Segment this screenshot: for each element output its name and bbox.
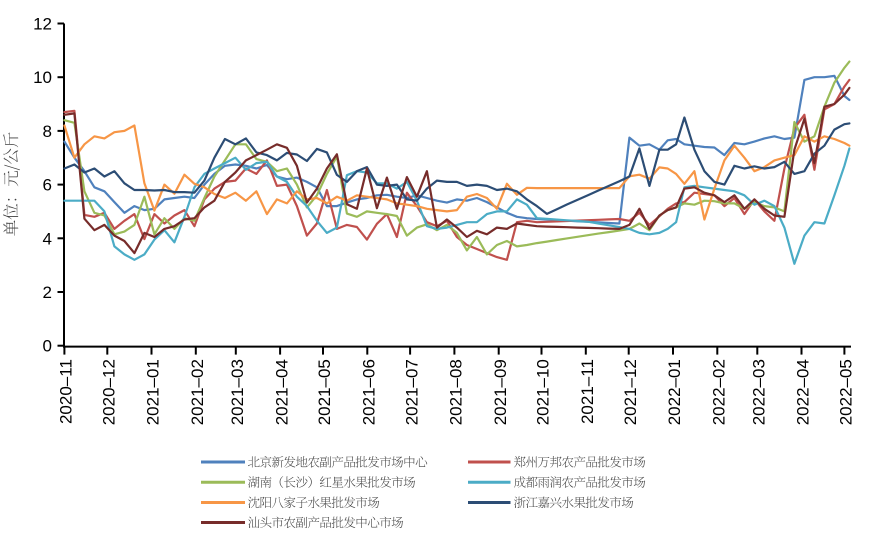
svg-text:2022–02: 2022–02 — [710, 359, 729, 425]
svg-text:12: 12 — [33, 15, 52, 34]
svg-text:4: 4 — [43, 229, 52, 248]
svg-text:10: 10 — [33, 68, 52, 87]
svg-text:2022–05: 2022–05 — [837, 359, 856, 425]
svg-text:2020–11: 2020–11 — [57, 359, 76, 424]
svg-text:2021–04: 2021–04 — [272, 359, 291, 425]
svg-text:2021–09: 2021–09 — [491, 359, 510, 425]
svg-text:2021–07: 2021–07 — [402, 359, 421, 425]
svg-text:2021–11: 2021–11 — [578, 359, 597, 424]
svg-text:2021–10: 2021–10 — [534, 359, 553, 425]
svg-text:2021–12: 2021–12 — [621, 359, 640, 425]
svg-text:2021–03: 2021–03 — [228, 359, 247, 425]
svg-text:2021–08: 2021–08 — [447, 359, 466, 425]
svg-text:8: 8 — [43, 122, 52, 141]
svg-text:2: 2 — [43, 283, 52, 302]
svg-text:2020–12: 2020–12 — [100, 359, 119, 425]
svg-text:6: 6 — [43, 176, 52, 195]
svg-text:2022–01: 2022–01 — [665, 359, 684, 425]
svg-text:0: 0 — [43, 337, 52, 356]
svg-text:2021–01: 2021–01 — [144, 359, 163, 425]
svg-text:2021–05: 2021–05 — [315, 359, 334, 425]
svg-text:2021–02: 2021–02 — [188, 359, 207, 425]
svg-text:2021–06: 2021–06 — [360, 359, 379, 425]
svg-text:2022–03: 2022–03 — [750, 359, 769, 425]
svg-text:2022–04: 2022–04 — [794, 359, 813, 425]
